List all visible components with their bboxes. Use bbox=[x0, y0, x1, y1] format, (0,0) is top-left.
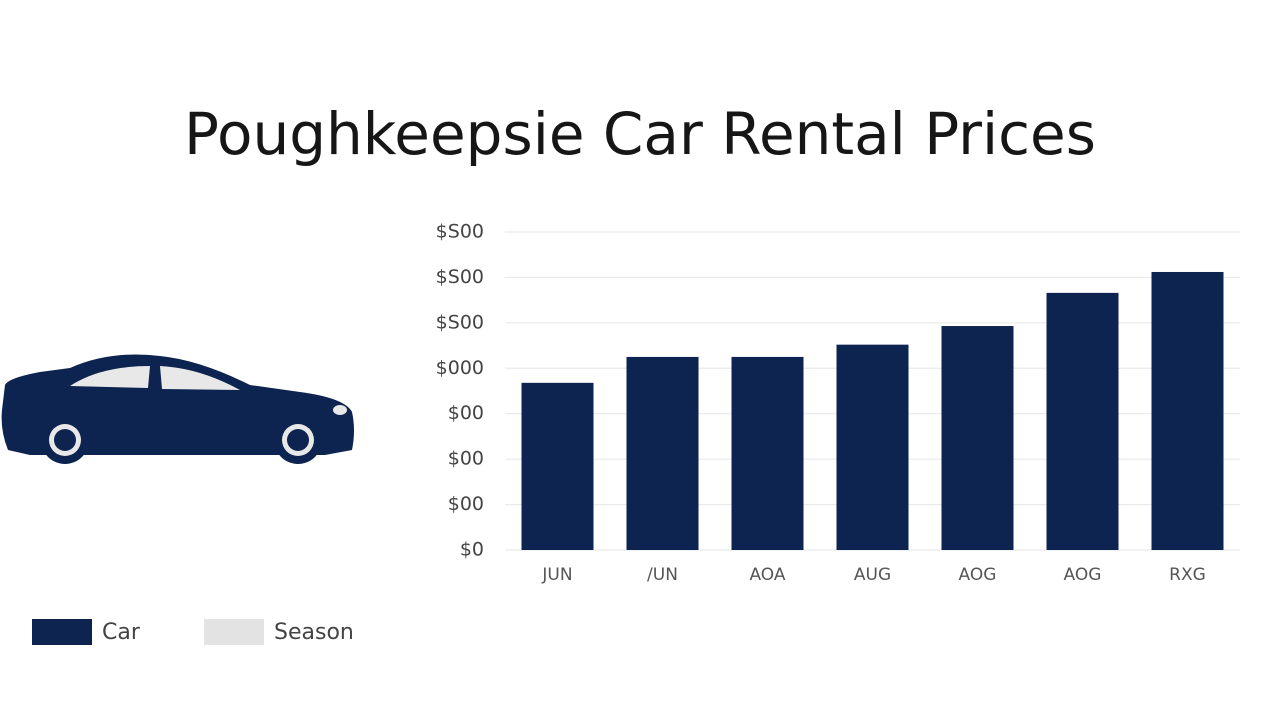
y-tick-label: $00 bbox=[448, 493, 484, 515]
x-tick-label: AOG bbox=[959, 565, 997, 585]
bar bbox=[1046, 292, 1119, 550]
bar bbox=[521, 382, 594, 550]
x-tick-label: JUN bbox=[541, 565, 572, 585]
bar bbox=[1151, 271, 1224, 550]
y-tick-label: $0 bbox=[460, 539, 484, 561]
y-tick-label: $00 bbox=[448, 402, 484, 424]
y-tick-label: $00 bbox=[448, 448, 484, 470]
x-tick-label: AOA bbox=[749, 565, 785, 585]
y-tick-label: $S00 bbox=[436, 311, 484, 333]
y-tick-label: $S00 bbox=[436, 266, 484, 288]
y-tick-label: $000 bbox=[436, 357, 484, 379]
legend-label: Car bbox=[102, 620, 141, 645]
x-tick-label: AUG bbox=[854, 565, 891, 585]
chart-title: Poughkeepsie Car Rental Prices bbox=[184, 100, 1096, 168]
car-icon bbox=[1, 354, 354, 464]
bar bbox=[731, 356, 804, 550]
bar bbox=[836, 344, 909, 550]
x-tick-label: /UN bbox=[647, 565, 678, 585]
legend-label: Season bbox=[274, 620, 354, 645]
bar bbox=[941, 326, 1014, 550]
legend-swatch bbox=[204, 619, 264, 645]
y-tick-label: $S00 bbox=[436, 221, 484, 243]
x-tick-label: AOG bbox=[1064, 565, 1102, 585]
bar bbox=[626, 356, 699, 550]
legend-swatch bbox=[32, 619, 92, 645]
x-tick-label: RXG bbox=[1169, 565, 1206, 585]
